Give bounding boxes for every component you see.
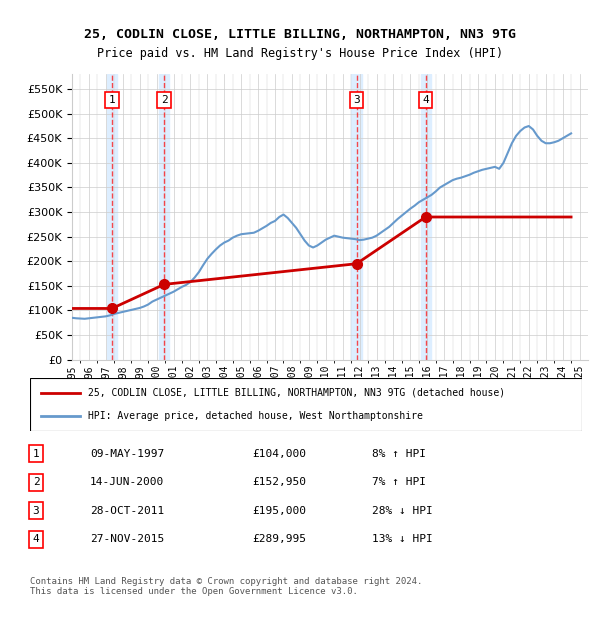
- Text: 3: 3: [32, 506, 40, 516]
- FancyBboxPatch shape: [30, 378, 582, 431]
- Text: 27-NOV-2015: 27-NOV-2015: [90, 534, 164, 544]
- Text: 13% ↓ HPI: 13% ↓ HPI: [372, 534, 433, 544]
- Text: 1: 1: [32, 448, 40, 459]
- Text: £152,950: £152,950: [252, 477, 306, 487]
- Text: 8% ↑ HPI: 8% ↑ HPI: [372, 448, 426, 459]
- Text: HPI: Average price, detached house, West Northamptonshire: HPI: Average price, detached house, West…: [88, 411, 423, 421]
- Bar: [159, 74, 169, 360]
- Text: 2: 2: [161, 95, 167, 105]
- Text: 25, CODLIN CLOSE, LITTLE BILLING, NORTHAMPTON, NN3 9TG (detached house): 25, CODLIN CLOSE, LITTLE BILLING, NORTHA…: [88, 388, 505, 398]
- Text: 4: 4: [422, 95, 429, 105]
- Text: 28% ↓ HPI: 28% ↓ HPI: [372, 506, 433, 516]
- Text: 28-OCT-2011: 28-OCT-2011: [90, 506, 164, 516]
- Text: Contains HM Land Registry data © Crown copyright and database right 2024.
This d: Contains HM Land Registry data © Crown c…: [30, 577, 422, 596]
- Bar: [421, 74, 431, 360]
- Text: 4: 4: [32, 534, 40, 544]
- Text: £104,000: £104,000: [252, 448, 306, 459]
- Text: 2: 2: [32, 477, 40, 487]
- Text: £195,000: £195,000: [252, 506, 306, 516]
- Text: £289,995: £289,995: [252, 534, 306, 544]
- Text: 25, CODLIN CLOSE, LITTLE BILLING, NORTHAMPTON, NN3 9TG: 25, CODLIN CLOSE, LITTLE BILLING, NORTHA…: [84, 28, 516, 41]
- Text: 7% ↑ HPI: 7% ↑ HPI: [372, 477, 426, 487]
- Text: 09-MAY-1997: 09-MAY-1997: [90, 448, 164, 459]
- Text: 1: 1: [109, 95, 115, 105]
- Bar: [107, 74, 117, 360]
- Text: Price paid vs. HM Land Registry's House Price Index (HPI): Price paid vs. HM Land Registry's House …: [97, 46, 503, 60]
- Text: 14-JUN-2000: 14-JUN-2000: [90, 477, 164, 487]
- Text: 3: 3: [353, 95, 360, 105]
- Bar: [352, 74, 362, 360]
